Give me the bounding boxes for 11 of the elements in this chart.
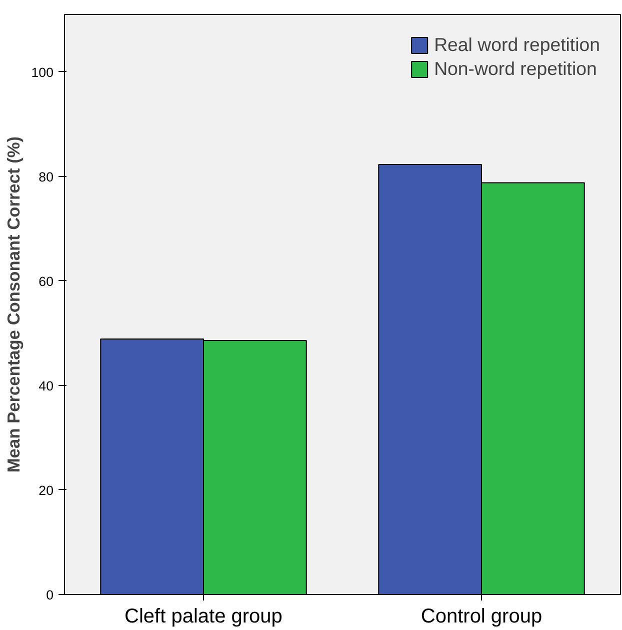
y-axis-title: Mean Percentage Consonant Correct (%) [3,136,24,473]
legend-label: Non-word repetition [434,58,597,80]
y-tick-label: 20 [38,482,54,498]
x-tick-label: Cleft palate group [124,606,282,628]
y-tick-label: 0 [46,588,54,602]
y-tick-label: 100 [31,64,54,80]
y-tick-label: 80 [38,169,54,184]
y-tick-label: 40 [38,378,54,394]
y-tick-label: 60 [38,274,54,289]
x-tick-label: Control group [420,606,542,628]
legend-label: Real word repetition [434,34,600,56]
